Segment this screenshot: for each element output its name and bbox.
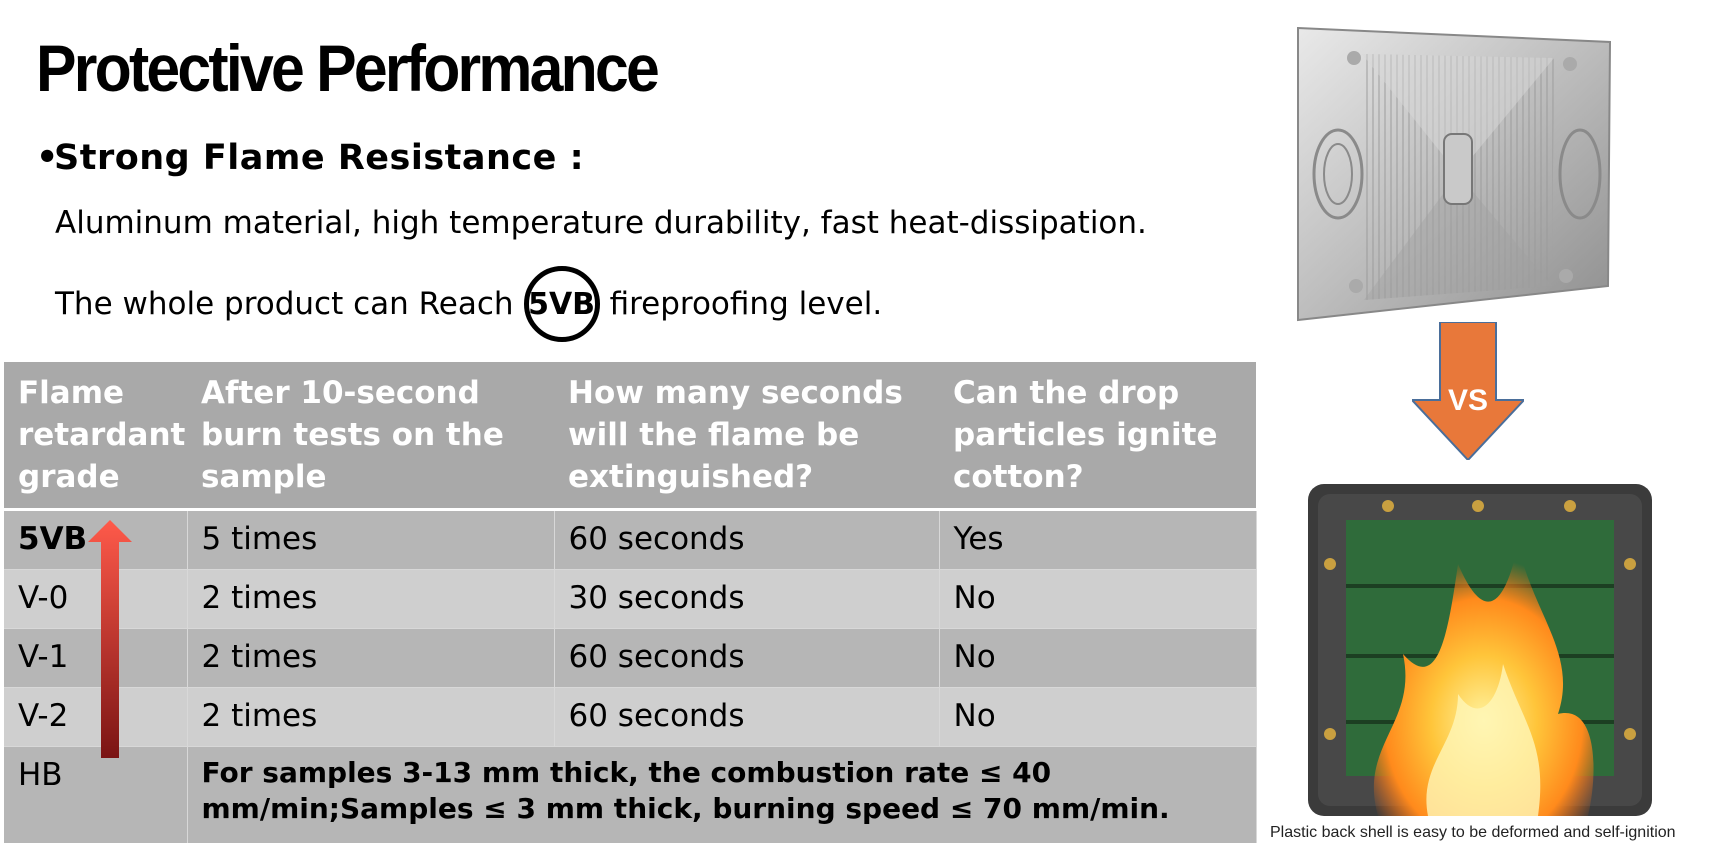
cell-burns: 2 times (187, 569, 555, 629)
vs-arrow-icon: VS (1412, 322, 1524, 460)
cell-grade: V-0 (4, 569, 188, 629)
burning-plastic-module-image (1308, 484, 1652, 816)
line2-after: fireproofing level. (609, 286, 883, 322)
table-row: V-1 2 times 60 seconds No (4, 628, 1257, 688)
cell-burns: 2 times (187, 628, 555, 688)
cell-burns: 5 times (187, 509, 555, 570)
cell-ignite: No (939, 687, 1257, 747)
description-line-2: The whole product can Reach 5VB fireproo… (55, 266, 882, 342)
table-header-row: Flame retardant grade After 10-second bu… (4, 362, 1256, 510)
slide-title: Protective Performance (36, 31, 660, 105)
bullet-dot: • (36, 138, 59, 178)
header-seconds: How many seconds will the flame be extin… (554, 362, 939, 510)
comparison-caption: Plastic back shell is easy to be deforme… (1270, 824, 1676, 841)
header-burns: After 10-second burn tests on the sample (187, 362, 554, 510)
line2-before: The whole product can Reach (55, 286, 514, 322)
subtitle: •Strong Flame Resistance : (36, 138, 584, 178)
table-row: 5VB 5 times 60 seconds Yes (4, 509, 1257, 570)
description-line-1: Aluminum material, high temperature dura… (55, 205, 1147, 241)
cell-seconds: 60 seconds (554, 509, 940, 570)
cell-ignite: No (939, 569, 1257, 629)
header-ignite: Can the drop particles ignite cotton? (939, 362, 1256, 510)
cell-ignite: No (939, 628, 1257, 688)
circled-grade: 5VB (523, 266, 600, 342)
subtitle-text: Strong Flame Resistance : (54, 138, 585, 178)
flame-grade-table: Flame retardant grade After 10-second bu… (4, 362, 1257, 843)
table-row: V-2 2 times 60 seconds No (4, 687, 1257, 747)
cell-grade: HB (4, 746, 188, 843)
cell-seconds: 60 seconds (554, 687, 940, 747)
cell-hb-note: For samples 3-13 mm thick, the combustio… (187, 746, 1257, 843)
cell-grade: V-2 (4, 687, 188, 747)
cell-seconds: 30 seconds (554, 569, 940, 629)
cell-grade: V-1 (4, 628, 188, 688)
cell-seconds: 60 seconds (554, 628, 940, 688)
cell-burns: 2 times (187, 687, 555, 747)
aluminum-panel-image (1297, 26, 1612, 322)
header-grade: Flame retardant grade (4, 362, 187, 510)
vs-label: VS (1448, 384, 1488, 417)
cell-ignite: Yes (939, 509, 1257, 570)
table-row-hb: HB For samples 3-13 mm thick, the combus… (4, 746, 1257, 843)
table-row: V-0 2 times 30 seconds No (4, 569, 1257, 629)
cell-grade: 5VB (4, 509, 188, 570)
